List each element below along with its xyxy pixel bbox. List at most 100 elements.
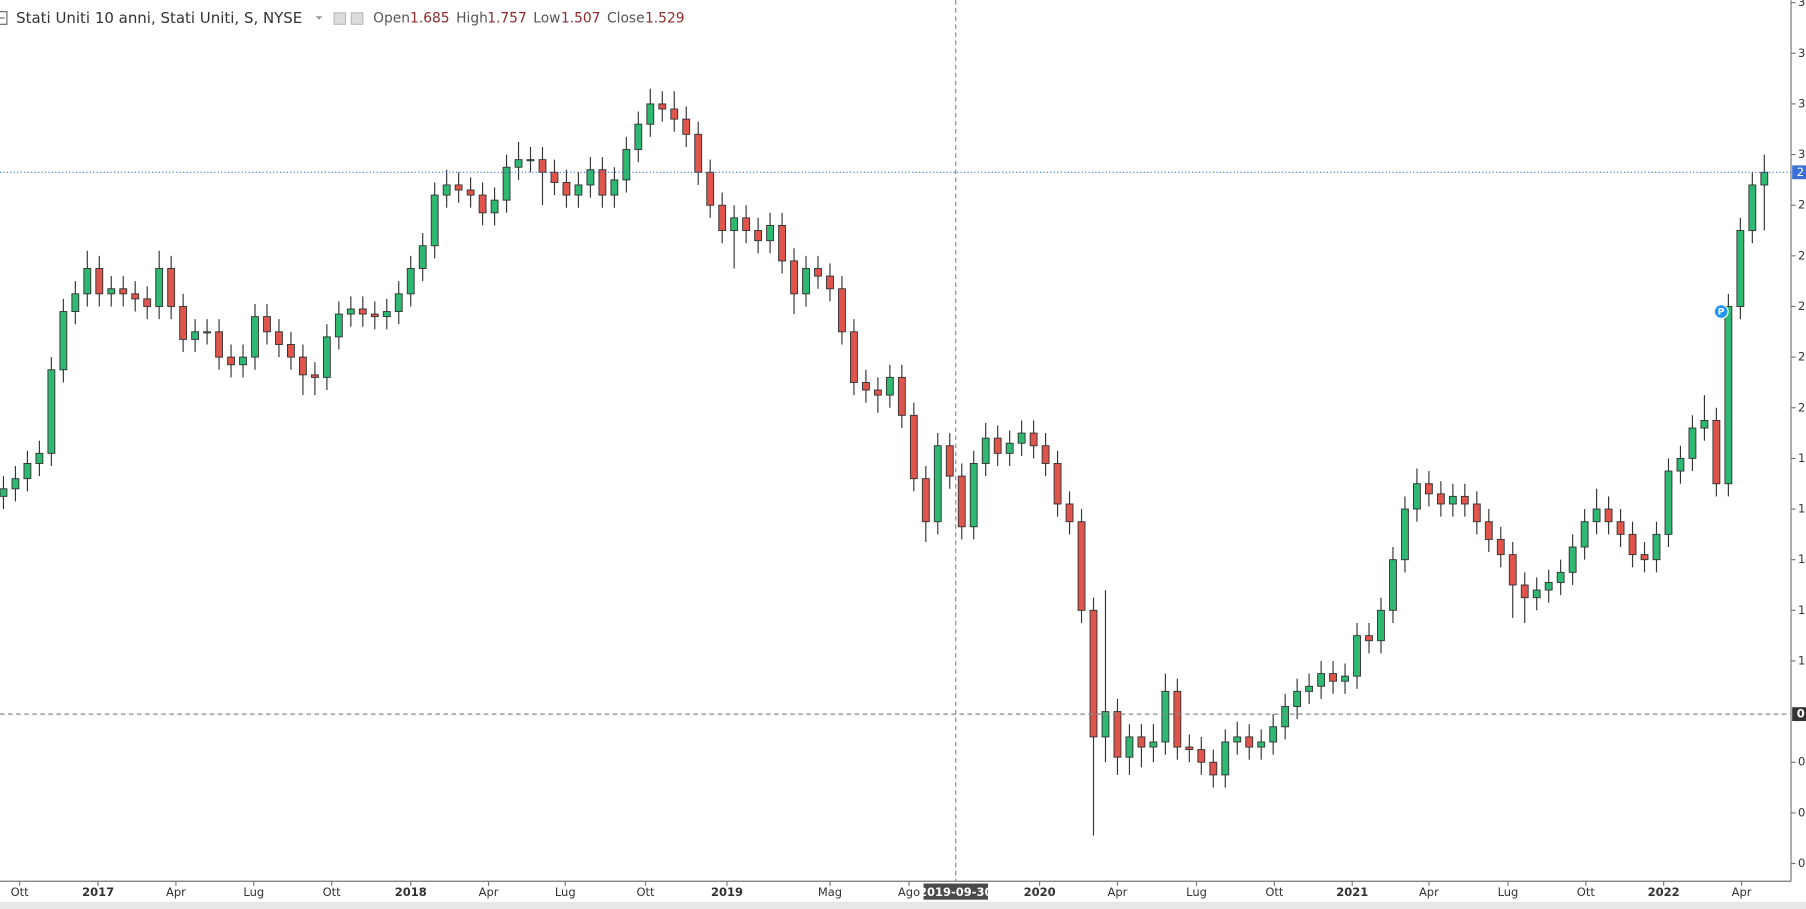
dropdown-icon[interactable]: [315, 16, 323, 20]
candle-body: [275, 331, 283, 345]
axes: 3 3 3 3 2 2 2 2 2 1 1 1 1 1 0 0 0 Ott 2017 Apr Lug Ott 2018 Apr…: [11, 0, 1806, 900]
x-tick-label: Apr: [1108, 885, 1128, 899]
candle-body: [1053, 463, 1062, 505]
y-tick-label: 2: [1798, 350, 1805, 364]
x-tick-label: Ott: [1265, 885, 1284, 899]
candle-body: [1676, 457, 1685, 472]
candle-body: [1305, 685, 1314, 692]
candle-body: [885, 376, 894, 396]
candle-body: [1245, 736, 1254, 748]
candle-body: [167, 268, 176, 307]
candle-body: [802, 268, 810, 295]
candle-body: [718, 204, 727, 231]
plot-area: P: [0, 0, 1792, 882]
open-value: 1.685: [410, 11, 450, 27]
candle-body: [1317, 673, 1326, 687]
candle-body: [838, 288, 846, 333]
candle-body: [814, 268, 822, 277]
y-tick-label: 3: [1798, 0, 1805, 9]
candle-body: [239, 356, 247, 366]
candle-body: [1221, 741, 1230, 776]
candle-body: [550, 171, 559, 183]
candle-body: [1472, 503, 1481, 523]
candle-body: [143, 298, 152, 307]
x-tick-label: Ott: [1577, 885, 1596, 899]
candle-body: [394, 293, 403, 313]
candle-body: [1413, 483, 1421, 510]
x-tick-label: Lug: [1186, 885, 1207, 899]
collapse-icon[interactable]: [0, 11, 8, 25]
candle-body: [310, 374, 319, 378]
candle-body: [71, 293, 80, 313]
event-marker: [1713, 304, 1729, 320]
candle-body: [1353, 635, 1361, 677]
candle-body: [1377, 609, 1385, 642]
x-tick-label: Mag: [818, 885, 842, 899]
x-tick-label: Ott: [323, 885, 342, 899]
candle-body: [526, 159, 535, 162]
candle-body: [322, 336, 331, 378]
candle-body: [1556, 571, 1565, 583]
candle-body: [1389, 559, 1397, 611]
candle-body: [1664, 470, 1673, 535]
candle-body: [203, 331, 212, 334]
candle-body: [263, 316, 271, 333]
candle-body: [1424, 483, 1433, 495]
candle-body: [945, 445, 954, 477]
candle-body: [682, 118, 691, 135]
x-tick-label: Lug: [243, 885, 264, 899]
candle-body: [1544, 582, 1553, 591]
candle-body: [1568, 546, 1577, 573]
candle-body: [478, 194, 487, 214]
y-tick-label: 0: [1798, 755, 1805, 769]
candle-body: [287, 344, 295, 358]
candle-body: [1760, 171, 1769, 186]
candle-body: [1113, 711, 1122, 758]
candle-body: [957, 475, 966, 528]
y-tick-label: 3: [1798, 147, 1805, 161]
hide-icon[interactable]: [350, 12, 364, 25]
high-label: High: [456, 11, 488, 27]
candle-body: [215, 331, 223, 358]
candle-body: [1604, 508, 1613, 523]
legend-header: Stati Uniti 10 anni, Stati Uniti, S, NYS…: [0, 9, 685, 27]
candle-body: [1329, 673, 1337, 682]
settings-icon[interactable]: [333, 12, 347, 25]
candle-body: [586, 169, 595, 186]
candle-body: [861, 381, 870, 391]
candle-body: [1616, 521, 1625, 535]
candle-body: [11, 478, 20, 490]
candle-body: [179, 306, 188, 340]
candle-body: [562, 181, 571, 196]
candle-body: [670, 108, 679, 120]
candle-body: [1484, 521, 1493, 540]
candle-body: [59, 311, 68, 371]
candle-body: [1365, 635, 1373, 642]
candle-body: [574, 184, 583, 196]
candle-body: [1065, 503, 1074, 523]
candle-body: [1269, 726, 1278, 743]
x-tick-label: Ott: [11, 885, 30, 899]
candle-body: [406, 268, 415, 295]
x-tick-label: 2017: [82, 885, 114, 899]
candle-body: [358, 308, 367, 315]
candle-body: [1592, 508, 1601, 523]
candle-body: [1448, 495, 1457, 505]
candle-body: [921, 478, 930, 523]
candle-body: [1508, 554, 1517, 586]
crosshair-x-label: 2019-09-30: [919, 885, 993, 899]
crosshair-y-label: 0: [1797, 707, 1805, 721]
candle-body: [897, 376, 906, 416]
y-tick-label: 3: [1798, 46, 1805, 60]
candle-body: [95, 268, 104, 295]
candle-body: [1640, 554, 1649, 561]
candle-body: [909, 414, 918, 480]
candle-body: [981, 437, 990, 464]
candle-body: [790, 260, 798, 295]
candle-body: [1185, 746, 1194, 751]
candle-body: [1341, 675, 1349, 682]
candle-body: [1724, 306, 1733, 485]
high-value: 1.757: [487, 11, 527, 27]
candle-body: [1293, 690, 1302, 707]
candle-body: [706, 171, 715, 206]
